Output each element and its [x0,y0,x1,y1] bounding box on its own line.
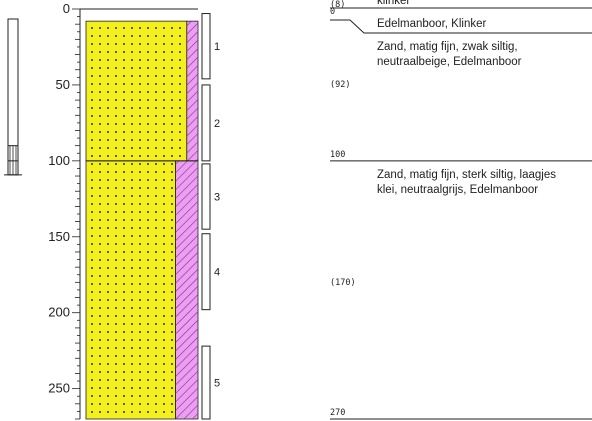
layer-silt-hatch [186,21,198,161]
layer-description-line: Zand, matig fijn, sterk siltig, laagjes [377,169,556,181]
layer-thickness-label: (92) [330,80,350,90]
sample-box [201,345,211,420]
layer-depth-label: 270 [330,408,345,418]
sample-box [201,13,211,80]
sample-box [201,233,211,311]
sample-label: 5 [214,378,220,390]
layer-boundary-line [330,19,592,34]
lithology-column [85,20,199,420]
sample-label: 4 [214,267,220,279]
layer-description-line: neutraalbeige, Edelmanboor [377,56,522,68]
sample-box [201,163,211,230]
axis-tick-label: 150 [48,229,70,244]
pipe-casing [7,18,19,162]
layer-silt-hatch [175,160,198,419]
sample-box [201,84,211,162]
layer-thickness-label: (8) [330,0,345,10]
depth-mark: 0 [330,7,335,17]
layer-sand-dots [86,160,176,419]
axis-tick-label: 0 [63,1,70,16]
axis-tick-label: 250 [48,381,70,396]
axis-tick-label: 100 [48,153,70,168]
layer-sand-dots [86,21,187,161]
sample-markers: 1 2 3 4 5 [201,13,220,420]
layer-description-line: Zand, matig fijn, zwak siltig, [377,41,518,53]
sample-label: 1 [214,41,220,53]
layer-descriptions: klinker (8)0 Edelmanboor, Klinker Zand, mat… [330,0,592,420]
layer-thickness-label: (170) [330,278,356,288]
layer-description-line: klinker [377,0,410,7]
layer-description-line: klei, neutraalgrijs, Edelmanboor [377,184,538,196]
layer-depth-label: 100 [330,150,345,160]
axis-tick-label: 50 [56,77,70,92]
sample-label: 3 [214,192,220,204]
axis-tick-label: 200 [48,305,70,320]
layer-description-line: Edelmanboor, Klinker [377,18,486,30]
sample-label: 2 [214,118,220,130]
borehole-pipe [4,18,22,176]
depth-axis: 0 50 100 150 200 250 [48,1,198,420]
